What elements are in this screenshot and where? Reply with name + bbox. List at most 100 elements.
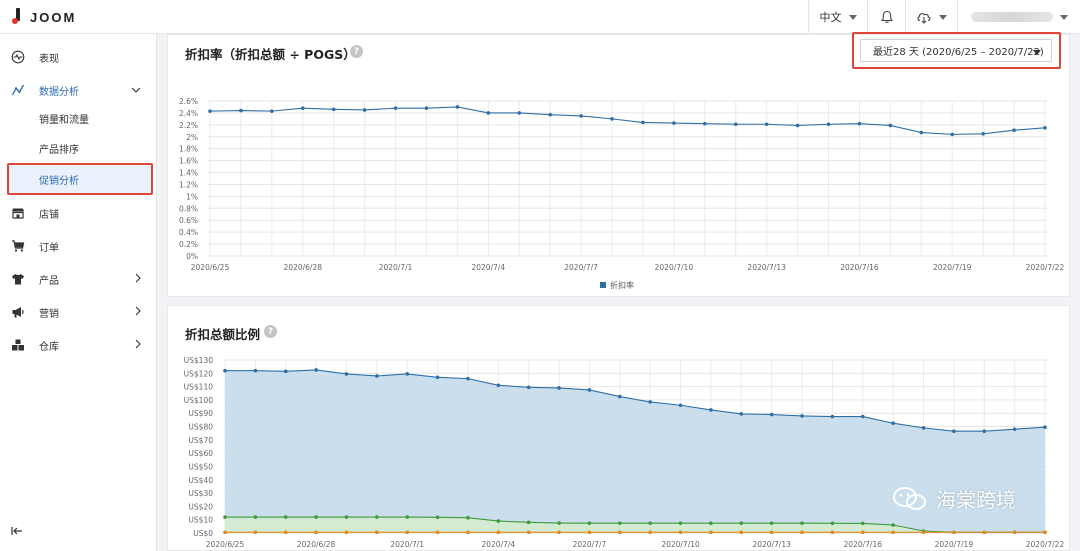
data-point [672,121,676,125]
data-point [283,515,288,519]
data-point [526,520,531,525]
data-point [830,521,835,526]
data-point [769,530,774,535]
data-point [982,530,987,535]
sidebar-item-products[interactable]: 产品 [0,266,157,292]
x-tick-label: 2020/6/28 [297,540,336,549]
data-point [283,369,288,374]
data-point [208,109,212,113]
cart-icon [11,239,25,253]
data-point [455,105,460,109]
data-point [223,515,227,519]
sidebar-item-label: 数据分析 [39,86,79,98]
help-icon[interactable]: ? [350,45,363,58]
y-tick-label: 1% [186,192,198,201]
data-point [888,123,893,128]
data-point [344,372,349,376]
data-point [709,521,713,525]
data-point [860,521,865,526]
data-point [314,368,318,372]
x-tick-label: 2020/7/13 [752,540,791,549]
download-menu[interactable] [905,0,957,34]
data-point [405,372,410,376]
series-line [225,516,1045,533]
sidebar-item-label: 订单 [39,242,59,254]
chevron-down-icon [939,14,947,20]
data-point [950,132,955,137]
data-point [648,521,652,525]
account-menu[interactable] [957,0,1080,34]
notifications-button[interactable] [867,0,905,34]
discount-total-card: 折扣总额比例 ? US$0 US$10 US$20 US$30 US$40 US$50 US… [167,305,1070,551]
sidebar-subitem-promotion-analysis[interactable]: 促销分析 [8,165,151,193]
date-range-dropdown[interactable]: 最近28 天 (2020/6/25 – 2020/7/22) [860,39,1052,62]
data-point [610,117,614,121]
y-tick-label: US$70 [188,436,213,445]
sidebar-subitem-sales-traffic[interactable]: 销量和流量 [0,105,157,131]
x-tick-label: 2020/7/10 [655,263,694,272]
help-icon[interactable]: ? [264,325,277,338]
sidebar-item-performance[interactable]: 表现 [0,44,157,70]
data-point [466,530,470,535]
data-point [405,515,410,519]
joom-logo-icon [12,8,22,26]
y-tick-label: US$10 [188,516,213,525]
sidebar-item-analytics[interactable]: 数据分析 [0,77,157,103]
chevron-down-icon [1059,14,1068,20]
data-point [587,521,592,525]
data-point [375,515,379,519]
data-point [375,374,379,378]
sidebar-item-marketing[interactable]: 营销 [0,299,157,325]
y-tick-label: 0% [186,252,198,261]
data-point [314,515,318,519]
sidebar-item-store[interactable]: 店铺 [0,200,157,226]
chevron-down-icon [1033,50,1041,55]
x-tick-label: 2020/7/16 [844,540,883,549]
data-point [860,530,865,535]
collapse-sidebar-button[interactable] [11,526,23,539]
data-point [1012,128,1016,133]
y-tick-label: US$110 [184,383,214,392]
data-point [857,121,862,126]
language-selector[interactable]: 中文 [808,0,867,34]
data-point [830,414,835,419]
data-point [375,530,379,535]
y-tick-label: US$60 [188,449,213,458]
x-tick-label: 2020/7/7 [573,540,607,549]
data-point [733,122,738,127]
data-point [921,426,926,430]
x-tick-label: 2020/7/1 [390,540,424,549]
chevron-up-icon [131,85,141,96]
data-point [587,530,592,535]
data-point [270,109,274,113]
data-point [891,530,895,535]
sidebar-item-label: 店铺 [39,209,59,221]
data-point [283,530,288,535]
y-tick-label: 2.6% [179,97,198,106]
data-point [709,408,713,412]
logo[interactable]: JOOM [12,8,76,26]
data-point [362,108,367,112]
sidebar-subitem-product-ranking[interactable]: 产品排序 [0,135,157,161]
data-point [795,123,800,128]
sidebar-item-label: 产品排序 [39,144,79,156]
data-point [891,523,895,527]
sidebar-item-orders[interactable]: 订单 [0,233,157,259]
data-point [393,106,398,110]
data-point [1012,427,1017,431]
sidebar-item-label: 营销 [39,308,59,320]
x-tick-label: 2020/6/25 [191,263,230,272]
data-point [331,107,336,112]
data-point [678,530,683,535]
watermark: 海棠跨境 [892,484,1016,513]
analytics-icon [11,83,25,97]
data-point [223,368,227,373]
y-tick-label: 2.4% [179,109,198,118]
data-point [1043,126,1047,130]
chevron-down-icon [848,14,857,20]
y-tick-label: 1.2% [179,180,198,189]
data-point [648,530,652,535]
sidebar-item-warehouse[interactable]: 仓库 [0,332,157,358]
data-point [618,530,622,535]
series-area [225,369,1045,533]
